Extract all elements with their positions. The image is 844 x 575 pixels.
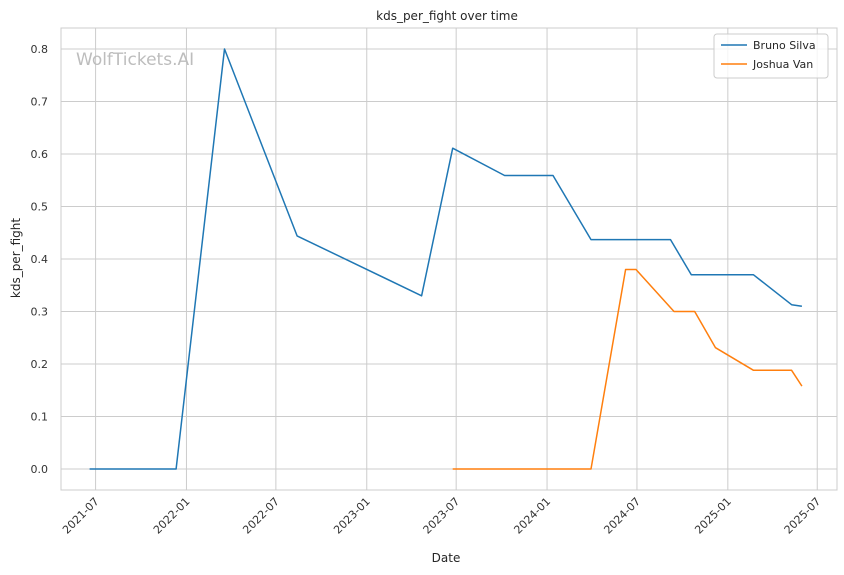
series-line-joshua-van bbox=[452, 268, 803, 470]
chart-title: kds_per_fight over time bbox=[376, 9, 518, 23]
x-axis-label: Date bbox=[432, 551, 461, 565]
watermark: WolfTickets.AI bbox=[76, 50, 194, 70]
legend-label-joshua-van: Joshua Van bbox=[752, 58, 813, 71]
y-tick-label: 0.4 bbox=[31, 253, 49, 266]
series-layer bbox=[89, 48, 803, 470]
y-tick-label: 0.1 bbox=[31, 411, 49, 424]
y-axis-label: kds_per_fight bbox=[9, 218, 23, 299]
y-tick-label: 0.0 bbox=[31, 463, 49, 476]
legend-label-bruno-silva: Bruno Silva bbox=[753, 39, 816, 52]
y-tick-label: 0.7 bbox=[31, 96, 49, 109]
y-tick-label: 0.8 bbox=[31, 43, 49, 56]
y-tick-label: 0.5 bbox=[31, 201, 49, 214]
grid-lines bbox=[61, 28, 837, 490]
series-line-bruno-silva bbox=[89, 48, 803, 470]
y-tick-label: 0.3 bbox=[31, 306, 49, 319]
plot-area-frame bbox=[60, 27, 838, 491]
y-tick-label: 0.6 bbox=[31, 148, 49, 161]
y-axis-ticks: 0.0 0.1 0.2 0.3 0.4 0.5 0.6 0.7 0.8 bbox=[31, 43, 49, 476]
y-tick-label: 0.2 bbox=[31, 358, 49, 371]
legend: Bruno Silva Joshua Van bbox=[713, 33, 829, 79]
